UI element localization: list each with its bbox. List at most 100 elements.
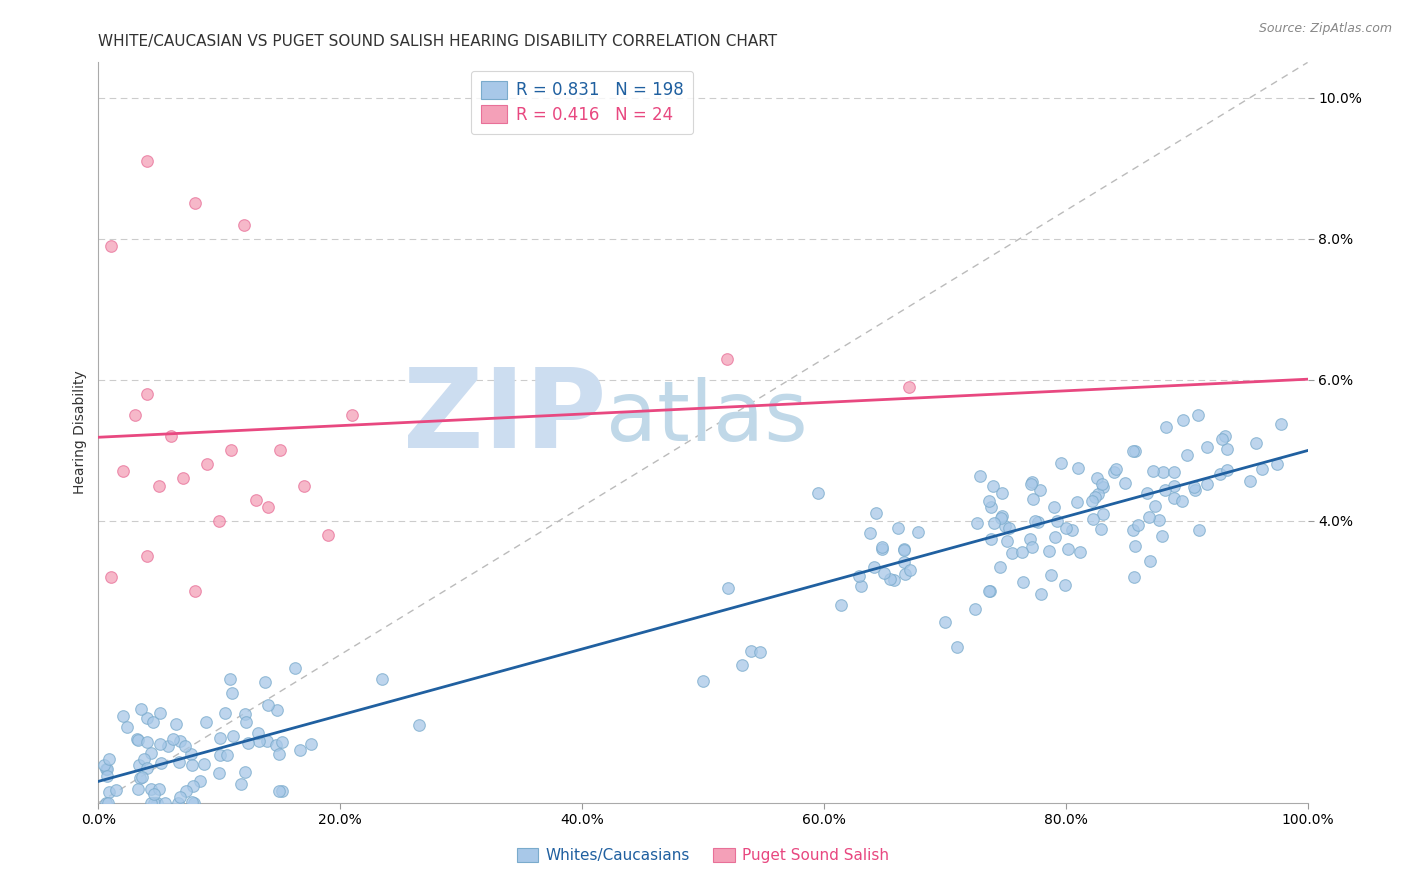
- Point: [1019, 476, 1042, 491]
- Point: [863, 559, 886, 574]
- Point: [156, 739, 179, 754]
- Point: [1090, 522, 1112, 536]
- Point: [160, 429, 183, 443]
- Point: [934, 615, 956, 629]
- Point: [1054, 521, 1077, 535]
- Point: [894, 567, 917, 582]
- Point: [1062, 523, 1084, 537]
- Point: [195, 458, 218, 472]
- Point: [963, 601, 986, 615]
- Point: [1084, 490, 1107, 504]
- Text: ZIP: ZIP: [404, 364, 606, 471]
- Point: [1125, 540, 1147, 554]
- Point: [1244, 436, 1267, 450]
- Point: [184, 196, 207, 211]
- Point: [100, 570, 122, 584]
- Point: [174, 739, 197, 754]
- Point: [105, 782, 128, 797]
- Point: [149, 706, 172, 720]
- Point: [129, 702, 152, 716]
- Point: [1152, 465, 1174, 479]
- Point: [1142, 464, 1164, 478]
- Point: [214, 706, 236, 721]
- Point: [188, 773, 211, 788]
- Point: [143, 787, 166, 801]
- Point: [98, 785, 121, 799]
- Point: [132, 752, 155, 766]
- Point: [1123, 570, 1146, 584]
- Point: [149, 738, 172, 752]
- Point: [266, 738, 288, 752]
- Point: [1163, 491, 1185, 506]
- Point: [991, 508, 1014, 523]
- Point: [1122, 524, 1144, 538]
- Point: [162, 732, 184, 747]
- Point: [139, 796, 162, 810]
- Point: [716, 351, 738, 366]
- Point: [1163, 478, 1185, 492]
- Point: [136, 734, 159, 748]
- Point: [97, 796, 120, 810]
- Point: [1139, 554, 1161, 568]
- Point: [1087, 487, 1109, 501]
- Point: [245, 492, 267, 507]
- Point: [1038, 543, 1060, 558]
- Point: [233, 764, 256, 779]
- Point: [371, 673, 394, 687]
- Point: [1021, 475, 1043, 489]
- Point: [1126, 518, 1149, 533]
- Point: [219, 673, 242, 687]
- Y-axis label: Hearing Disability: Hearing Disability: [73, 371, 87, 494]
- Point: [977, 493, 1000, 508]
- Point: [169, 734, 191, 748]
- Point: [288, 743, 311, 757]
- Point: [1001, 546, 1024, 560]
- Point: [907, 525, 929, 540]
- Point: [174, 784, 197, 798]
- Point: [1147, 513, 1170, 527]
- Point: [1069, 545, 1091, 559]
- Point: [865, 506, 887, 520]
- Point: [990, 511, 1012, 525]
- Point: [127, 781, 149, 796]
- Point: [980, 533, 1002, 547]
- Point: [1042, 500, 1064, 514]
- Point: [247, 734, 270, 748]
- Point: [1171, 413, 1194, 427]
- Point: [98, 751, 121, 765]
- Point: [183, 780, 205, 794]
- Point: [1057, 542, 1080, 557]
- Point: [208, 766, 231, 780]
- Point: [830, 598, 852, 612]
- Point: [849, 579, 872, 593]
- Point: [1171, 494, 1194, 508]
- Point: [408, 718, 430, 732]
- Point: [1184, 483, 1206, 497]
- Point: [342, 408, 364, 422]
- Point: [879, 572, 901, 586]
- Point: [183, 796, 205, 810]
- Point: [1239, 475, 1261, 489]
- Point: [898, 563, 921, 577]
- Point: [247, 725, 270, 739]
- Point: [731, 658, 754, 673]
- Point: [135, 387, 157, 401]
- Point: [1143, 500, 1166, 514]
- Point: [169, 790, 191, 805]
- Point: [269, 443, 291, 458]
- Point: [1046, 515, 1069, 529]
- Point: [266, 703, 288, 717]
- Point: [1021, 540, 1043, 554]
- Point: [1195, 476, 1218, 491]
- Point: [1029, 587, 1052, 601]
- Point: [1085, 471, 1108, 485]
- Point: [1026, 515, 1049, 529]
- Point: [893, 542, 915, 557]
- Point: [893, 555, 915, 569]
- Point: [740, 644, 762, 658]
- Point: [859, 526, 882, 541]
- Point: [977, 584, 1000, 599]
- Point: [998, 521, 1021, 535]
- Point: [111, 708, 134, 723]
- Point: [184, 584, 207, 599]
